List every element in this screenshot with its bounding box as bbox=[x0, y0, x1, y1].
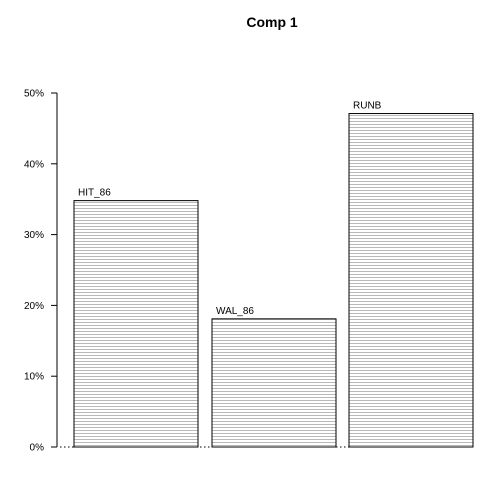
bar-group: RUNB bbox=[348, 101, 474, 448]
chart-title: Comp 1 bbox=[246, 14, 298, 30]
y-tick-label: 20% bbox=[24, 301, 44, 312]
y-tick-label: 40% bbox=[24, 159, 44, 170]
bar-group: HIT_86 bbox=[73, 188, 199, 448]
y-axis: 0% 10% 20% 30% 40% 50% bbox=[24, 89, 58, 454]
bar-label: WAL_86 bbox=[216, 306, 254, 317]
bar-runb bbox=[348, 113, 474, 448]
bars-group: HIT_86 WAL_86 RUNB bbox=[73, 101, 474, 448]
bar-label: HIT_86 bbox=[78, 188, 111, 199]
bar-label: RUNB bbox=[353, 101, 382, 112]
y-tick-label: 0% bbox=[30, 443, 45, 454]
bar-group: WAL_86 bbox=[211, 306, 337, 448]
y-tick-label: 50% bbox=[24, 89, 44, 100]
y-tick-label: 10% bbox=[24, 372, 44, 383]
y-tick-label: 30% bbox=[24, 230, 44, 241]
bar-wal-86 bbox=[211, 318, 337, 448]
bar-hit-86 bbox=[73, 200, 199, 448]
